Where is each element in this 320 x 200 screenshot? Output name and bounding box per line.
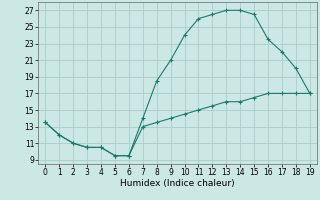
X-axis label: Humidex (Indice chaleur): Humidex (Indice chaleur) <box>120 179 235 188</box>
